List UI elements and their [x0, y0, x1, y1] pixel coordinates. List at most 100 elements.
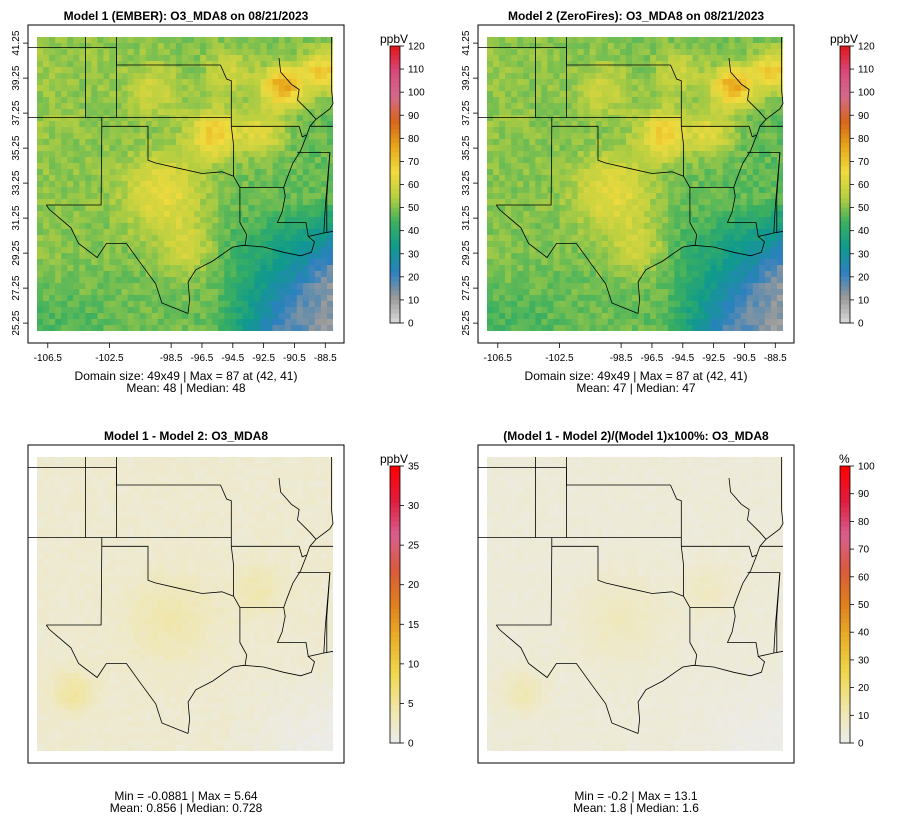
heatmap-cell: [523, 223, 530, 230]
heatmap-cell: [236, 49, 243, 56]
heatmap-cell: [109, 181, 116, 188]
heatmap-cell: [553, 265, 560, 272]
heatmap-cell: [200, 265, 207, 272]
heatmap-cell: [260, 61, 267, 68]
heatmap-cell: [284, 175, 292, 182]
heatmap-cell: [541, 169, 548, 176]
heatmap-cell: [284, 151, 292, 158]
heatmap-cell: [650, 241, 657, 248]
heatmap-cell: [493, 193, 500, 200]
heatmap-cell: [290, 37, 298, 44]
heatmap-cell: [740, 79, 748, 86]
heatmap-cell: [127, 217, 135, 224]
heatmap-cell: [656, 199, 663, 206]
heatmap-cell: [242, 175, 249, 182]
heatmap-cell: [722, 187, 730, 194]
heatmap-cell: [188, 229, 195, 236]
heatmap-cell: [559, 253, 566, 260]
heatmap-cell: [218, 307, 225, 314]
heatmap-cell: [619, 289, 627, 296]
heatmap-cell: [716, 115, 723, 122]
heatmap-cell: [487, 79, 494, 86]
heatmap-cell: [517, 193, 524, 200]
heatmap-cell: [613, 109, 621, 116]
colorbar-segment: [390, 253, 400, 259]
heatmap-cell: [121, 67, 129, 74]
heatmap-cell: [115, 271, 122, 278]
heatmap-cell: [296, 181, 304, 188]
heatmap-cell: [37, 211, 44, 218]
heatmap-cell: [97, 121, 104, 128]
heatmap-cell: [236, 73, 243, 80]
heatmap-cell: [206, 49, 213, 56]
heatmap-cell: [764, 67, 772, 74]
heatmap-cell: [650, 193, 657, 200]
heatmap-cell: [734, 55, 742, 62]
heatmap-cell: [505, 145, 512, 152]
heatmap-cell: [583, 301, 591, 308]
heatmap-cell: [571, 307, 579, 314]
heatmap-cell: [752, 103, 760, 110]
heatmap-cell: [758, 259, 766, 266]
heatmap-cell: [302, 229, 310, 236]
heatmap-cell: [272, 67, 280, 74]
heatmap-cell: [97, 67, 104, 74]
heatmap-cell: [320, 187, 328, 194]
heatmap-cell: [553, 253, 560, 260]
heatmap-cell: [595, 187, 603, 194]
heatmap-cell: [290, 271, 298, 278]
heatmap-cell: [650, 283, 657, 290]
heatmap-cell: [692, 181, 699, 188]
heatmap-cell: [746, 265, 754, 272]
heatmap-cell: [61, 139, 68, 146]
heatmap-cell: [181, 271, 189, 278]
heatmap-cell: [728, 49, 736, 56]
heatmap-cell: [601, 97, 609, 104]
heatmap-cell: [302, 151, 310, 158]
heatmap-cell: [710, 121, 717, 128]
heatmap-cell: [487, 271, 494, 278]
heatmap-cell: [272, 301, 280, 308]
heatmap-cell: [662, 211, 669, 218]
heatmap-cell: [61, 127, 68, 134]
heatmap-cell: [121, 253, 129, 260]
heatmap-cell: [97, 91, 104, 98]
heatmap-cell: [37, 157, 44, 164]
heatmap-cell: [710, 295, 717, 302]
heatmap-cell: [314, 37, 322, 44]
heatmap-cell: [290, 73, 298, 80]
heatmap-cell: [109, 199, 116, 206]
heatmap-cell: [511, 169, 518, 176]
heatmap-cell: [722, 79, 730, 86]
heatmap-cell: [752, 259, 760, 266]
heatmap-cell: [43, 301, 50, 308]
heatmap-cell: [188, 49, 195, 56]
heatmap-cell: [296, 247, 304, 254]
heatmap-cell: [583, 55, 591, 62]
heatmap-cell: [73, 175, 80, 182]
heatmap-cell: [320, 109, 328, 116]
heatmap-cell: [511, 313, 518, 320]
colorbar-tick-label: 70: [408, 157, 420, 168]
heatmap-cell: [254, 181, 261, 188]
heatmap-cell: [565, 37, 572, 44]
heatmap-cell: [668, 253, 675, 260]
heatmap-cell: [770, 295, 778, 302]
heatmap-cell: [505, 289, 512, 296]
heatmap-cell: [314, 73, 322, 80]
heatmap-cell: [320, 43, 328, 50]
heatmap-cell: [619, 169, 627, 176]
heatmap-cell: [163, 217, 171, 224]
heatmap-cell: [43, 61, 50, 68]
heatmap-cell: [668, 55, 675, 62]
heatmap-cell: [625, 85, 633, 92]
colorbar-tick-label: 20: [408, 272, 420, 283]
heatmap-cell: [91, 37, 98, 44]
heatmap-cell: [109, 211, 116, 218]
heatmap-cell: [61, 121, 68, 128]
heatmap-cell: [260, 253, 267, 260]
heatmap-cell: [139, 259, 147, 266]
heatmap-cell: [224, 283, 231, 290]
heatmap-cell: [625, 295, 633, 302]
heatmap-cell: [631, 91, 639, 98]
